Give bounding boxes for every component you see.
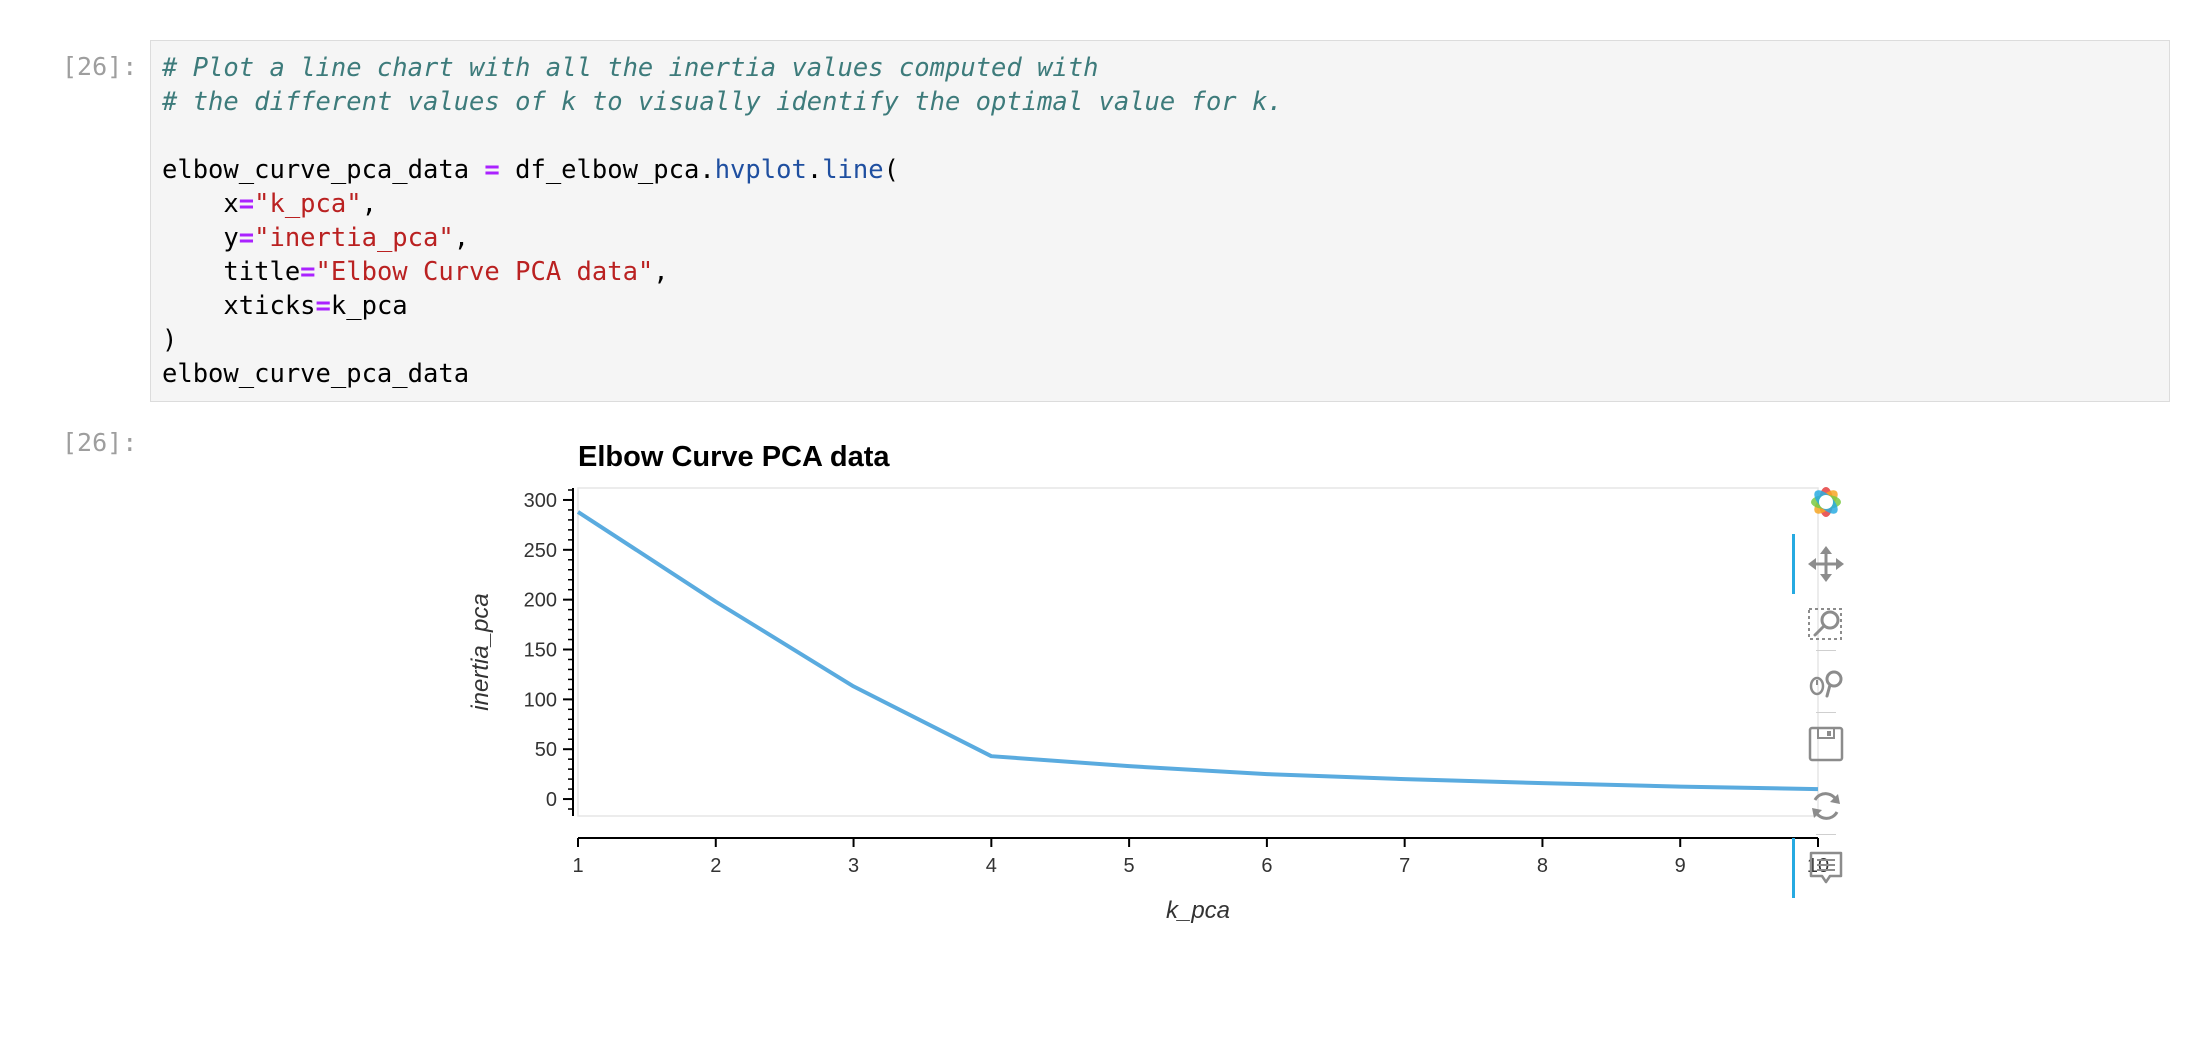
code-line: y="inertia_pca", [162, 221, 1283, 255]
code-line: elbow_curve_pca_data = df_elbow_pca.hvpl… [162, 153, 1283, 187]
code-token: # the different values of k to visually … [162, 87, 1283, 117]
code-token: . [806, 155, 823, 185]
x-tick-label: 2 [710, 855, 721, 877]
hover-tool-button[interactable] [1804, 846, 1848, 890]
save-tool-button[interactable] [1804, 722, 1848, 766]
output-prompt: [26]: [62, 428, 138, 457]
code-line: elbow_curve_pca_data [162, 357, 1283, 391]
code-token: # Plot a line chart with all the inertia… [162, 53, 1099, 83]
code-token: line [822, 155, 884, 185]
code-line: ) [162, 323, 1283, 357]
code-editor[interactable]: # Plot a line chart with all the inertia… [162, 51, 1283, 391]
hover-icon [1809, 851, 1843, 884]
bokeh-logo-link[interactable] [1804, 480, 1848, 524]
code-token: hvplot [714, 155, 807, 185]
code-line: xticks=k_pca [162, 289, 1283, 323]
reset-icon [1812, 792, 1840, 820]
code-token: xticks [162, 291, 316, 321]
code-line: # the different values of k to visually … [162, 85, 1283, 119]
code-cell[interactable]: # Plot a line chart with all the inertia… [150, 40, 2170, 402]
box-zoom-tool-button[interactable] [1804, 602, 1848, 646]
pan-active-indicator [1792, 534, 1795, 594]
x-tick-label: 5 [1124, 855, 1135, 877]
code-token: "inertia_pca" [254, 223, 454, 253]
code-token: = [484, 155, 500, 185]
y-tick-label: 300 [524, 490, 557, 512]
series-layer [576, 510, 1819, 792]
y-tick-label: 200 [524, 590, 557, 612]
code-line: # Plot a line chart with all the inertia… [162, 51, 1283, 85]
pan-tool-button[interactable] [1804, 542, 1848, 586]
x-tick-label: 7 [1399, 855, 1410, 877]
code-token: elbow_curve_pca_data [162, 155, 485, 185]
code-token: "Elbow Curve PCA data" [315, 257, 654, 287]
code-line: title="Elbow Curve PCA data", [162, 255, 1283, 289]
x-tick-label: 1 [572, 855, 583, 877]
code-token: elbow_curve_pca_data [162, 359, 470, 389]
y-tick-label: 0 [546, 789, 557, 811]
plot-area [577, 487, 1819, 817]
code-line [162, 119, 1283, 153]
code-token: = [238, 223, 255, 253]
wheel-zoom-tool-button[interactable] [1804, 662, 1848, 706]
wheel-zoom-icon [1809, 670, 1843, 698]
x-tick-label: 3 [848, 855, 859, 877]
reset-tool-button[interactable] [1804, 784, 1848, 828]
x-axis: 1 2 3 4 5 6 7 8 9 10 [572, 837, 1829, 877]
code-token: = [300, 257, 316, 287]
y-tick-label: 100 [524, 689, 557, 711]
save-icon [1808, 726, 1844, 762]
code-token: = [238, 189, 255, 219]
code-token: k_pca [330, 291, 408, 321]
code-token: "k_pca" [254, 189, 362, 219]
toolbar-divider [1816, 834, 1836, 835]
code-token: , [361, 189, 377, 219]
chart-title: Elbow Curve PCA data [578, 441, 890, 473]
y-axis: 0 50 100 150 200 250 300 [524, 488, 574, 816]
bokeh-logo-icon [1811, 487, 1841, 517]
code-token: = [315, 291, 331, 321]
y-axis-label: inertia_pca [467, 593, 494, 710]
x-tick-label: 9 [1675, 855, 1686, 877]
x-tick-label: 4 [986, 855, 997, 877]
code-token: ( [883, 155, 899, 185]
code-token: x [162, 189, 239, 219]
x-tick-label: 8 [1537, 855, 1548, 877]
y-tick-label: 50 [535, 739, 557, 761]
code-token: y [162, 223, 239, 253]
box-zoom-icon [1808, 608, 1842, 640]
x-axis-label: k_pca [1166, 897, 1230, 924]
line-chart: Elbow Curve PCA data 050100150200250300 … [467, 441, 1829, 924]
hover-active-indicator [1792, 838, 1795, 898]
code-token: , [453, 223, 470, 253]
code-token: title [162, 257, 301, 287]
y-tick-label: 150 [524, 640, 557, 662]
pan-icon [1808, 546, 1844, 582]
toolbar-divider [1816, 650, 1836, 651]
code-token: df_elbow_pca. [499, 155, 715, 185]
code-line: x="k_pca", [162, 187, 1283, 221]
chart-output: Elbow Curve PCA data 0 50 100 150 200 250 300 … [460, 430, 1880, 1030]
y-tick-label: 250 [524, 540, 557, 562]
toolbar-divider [1816, 712, 1836, 713]
x-tick-label: 6 [1261, 855, 1272, 877]
series-line [576, 510, 1819, 792]
code-token: ) [162, 325, 178, 355]
code-token: , [653, 257, 669, 287]
bokeh-toolbar [1792, 478, 1856, 908]
input-prompt: [26]: [62, 52, 138, 81]
